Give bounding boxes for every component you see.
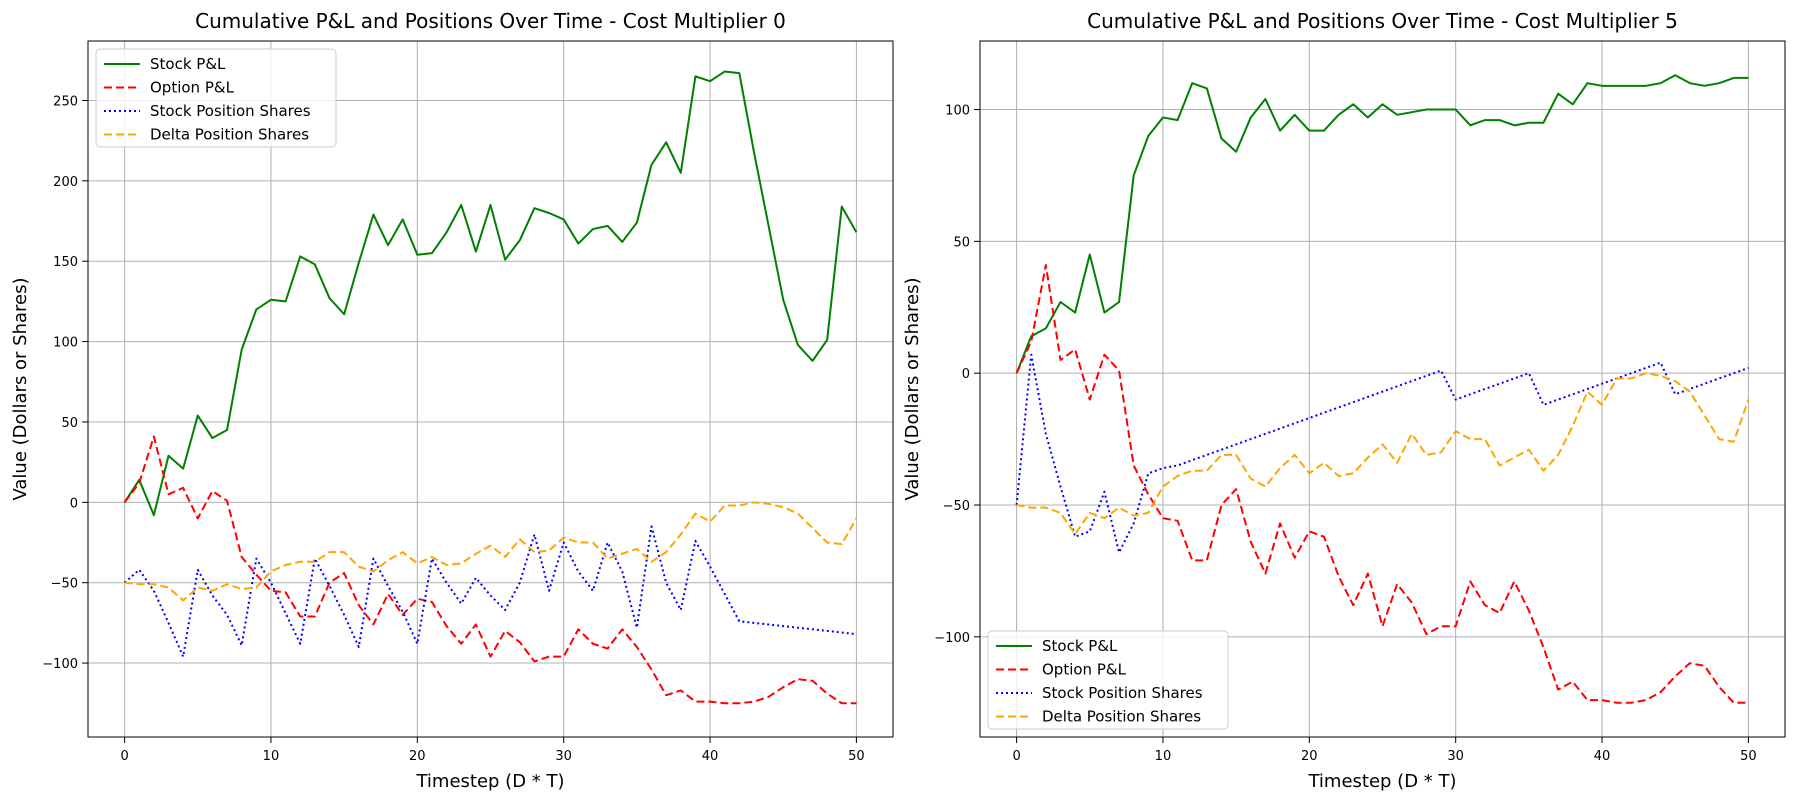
- legend-box: [95, 48, 337, 148]
- y-tick-label-5: 150: [53, 255, 78, 270]
- series-line-2: [1015, 353, 1749, 554]
- legend-box: [987, 630, 1229, 730]
- x-tick-label-5: 50: [1740, 749, 1757, 764]
- x-tick-label-0: 0: [120, 749, 128, 764]
- chart-0: 0 10 20 30 40 50 −100 −50 0 50 100 150 200 250 Cumulat…: [10, 9, 894, 792]
- legend-label-2: Stock Position Shares: [150, 102, 311, 120]
- legend-label-2: Stock Position Shares: [1042, 684, 1203, 702]
- series-line-1: [123, 435, 857, 705]
- y-tick-label-6: 200: [53, 175, 78, 190]
- legend-label-0: Stock P&L: [1042, 637, 1118, 655]
- series-line-3: [1016, 372, 1750, 535]
- y-axis-label: Value (Dollars or Shares): [902, 277, 923, 500]
- x-tick-label-1: 10: [1155, 749, 1172, 764]
- chart-title: Cumulative P&L and Positions Over Time -…: [1087, 9, 1678, 33]
- legend: Stock P&L Option P&L Stock Position Shares…: [95, 48, 337, 148]
- y-tick-label-4: 100: [945, 104, 970, 119]
- x-tick-label-2: 20: [1301, 749, 1318, 764]
- y-tick-label-3: 50: [61, 416, 78, 431]
- y-tick-label-1: −50: [943, 499, 970, 514]
- y-tick-label-4: 100: [53, 336, 78, 351]
- x-axis-label: Timestep (D * T): [1307, 771, 1456, 792]
- y-tick-label-1: −50: [51, 577, 78, 592]
- legend-label-0: Stock P&L: [150, 55, 226, 73]
- x-tick-label-3: 30: [555, 749, 572, 764]
- x-tick-label-4: 40: [1594, 749, 1611, 764]
- x-tick-label-2: 20: [409, 749, 426, 764]
- x-tick-label-1: 10: [263, 749, 280, 764]
- legend-label-3: Delta Position Shares: [150, 126, 309, 144]
- y-tick-label-0: −100: [934, 631, 970, 646]
- y-tick-label-7: 250: [53, 94, 78, 109]
- y-axis-label: Value (Dollars or Shares): [10, 277, 31, 500]
- y-tick-label-2: 0: [70, 496, 78, 511]
- y-tick-label-2: 0: [962, 367, 970, 382]
- series-line-0: [1015, 74, 1749, 374]
- legend-label-1: Option P&L: [150, 79, 235, 97]
- plot-frame: [979, 40, 1786, 738]
- legend: Stock P&L Option P&L Stock Position Shares…: [987, 630, 1229, 730]
- x-axis-label: Timestep (D * T): [415, 771, 564, 792]
- x-tick-label-5: 50: [848, 749, 865, 764]
- series-line-2: [123, 525, 857, 658]
- legend-label-1: Option P&L: [1042, 661, 1127, 679]
- chart-1: 0 10 20 30 40 50 −100 −50 0 50 100 Cumulative P&L a…: [902, 9, 1786, 792]
- plot-frame: [87, 40, 894, 738]
- series-line-3: [124, 501, 858, 602]
- chart-title: Cumulative P&L and Positions Over Time -…: [195, 9, 786, 33]
- series-line-1: [1015, 264, 1749, 704]
- legend-label-3: Delta Position Shares: [1042, 708, 1201, 726]
- series-line-0: [123, 70, 858, 517]
- x-tick-label-0: 0: [1012, 749, 1020, 764]
- x-tick-label-3: 30: [1447, 749, 1464, 764]
- y-tick-label-3: 50: [953, 235, 970, 250]
- y-tick-label-0: −100: [42, 657, 78, 672]
- x-tick-label-4: 40: [702, 749, 719, 764]
